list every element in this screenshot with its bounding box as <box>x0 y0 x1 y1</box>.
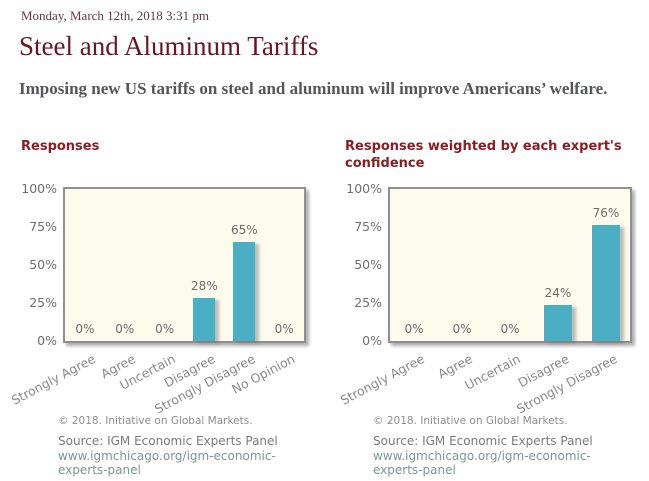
bar-strongly-disagree <box>233 242 256 341</box>
y-axis-tick-label: 75% <box>29 219 57 234</box>
x-axis-label: Strongly Agree <box>338 351 428 408</box>
copyright-text: © 2018. Initiative on Global Markets. <box>58 415 253 427</box>
y-axis-tick-label: 0% <box>362 333 382 348</box>
plot-area: 0% 0% 0% 24% 76% <box>388 187 632 343</box>
bar-value-label: 0% <box>75 322 95 336</box>
chart-2: Responses weighted by each expert's conf… <box>330 134 649 481</box>
y-axis-tick-label: 50% <box>29 257 57 272</box>
chart-footer: © 2018. Initiative on Global Markets. So… <box>58 415 324 478</box>
bar-disagree <box>544 305 572 341</box>
y-axis-tick-label: 25% <box>354 295 382 310</box>
poll-question: Imposing new US tariffs on steel and alu… <box>19 79 608 98</box>
y-axis-tick-label: 100% <box>346 181 382 196</box>
chart-title: Responses <box>21 139 100 154</box>
y-axis-tick-label: 50% <box>354 257 382 272</box>
timestamp: Monday, March 12th, 2018 3:31 pm <box>21 8 209 23</box>
bar-disagree <box>193 298 216 341</box>
source-text: Source: IGM Economic Experts Panel <box>58 434 278 448</box>
bar-strongly-disagree <box>592 225 620 341</box>
source-text: Source: IGM Economic Experts Panel <box>373 434 593 448</box>
bar-value-label: 0% <box>274 322 294 336</box>
bar-value-label: 0% <box>500 322 520 336</box>
source-link[interactable]: www.igmchicago.org/igm-economic-experts-… <box>58 448 276 478</box>
bar-value-label: 28% <box>191 279 218 293</box>
chart-footer: © 2018. Initiative on Global Markets. So… <box>373 415 639 478</box>
bar-value-label: 0% <box>404 322 424 336</box>
bar-value-label: 76% <box>592 206 620 220</box>
y-axis-tick-label: 100% <box>21 181 57 196</box>
source-link[interactable]: www.igmchicago.org/igm-economic-experts-… <box>373 448 591 478</box>
page-title: Steel and Aluminum Tariffs <box>19 31 319 61</box>
chart-1: Responses 100% 75% 50% 25% 0% 0% 0% 0% 28% 65% 0% St… <box>0 134 330 481</box>
y-axis-tick-label: 75% <box>354 219 382 234</box>
y-axis-tick-label: 0% <box>37 333 57 348</box>
y-axis-tick-label: 25% <box>29 295 57 310</box>
bar-value-label: 65% <box>230 223 258 237</box>
bar-value-label: 0% <box>115 322 135 336</box>
chart-title: Responses weighted by each expert's conf… <box>345 139 622 171</box>
copyright-text: © 2018. Initiative on Global Markets. <box>373 415 568 427</box>
bar-value-label: 0% <box>155 322 175 336</box>
plot-area: 0% 0% 0% 28% 65% 0% <box>63 187 306 343</box>
bar-value-label: 24% <box>544 286 572 300</box>
x-axis-label: Strongly Agree <box>8 351 98 408</box>
bar-value-label: 0% <box>452 322 472 336</box>
